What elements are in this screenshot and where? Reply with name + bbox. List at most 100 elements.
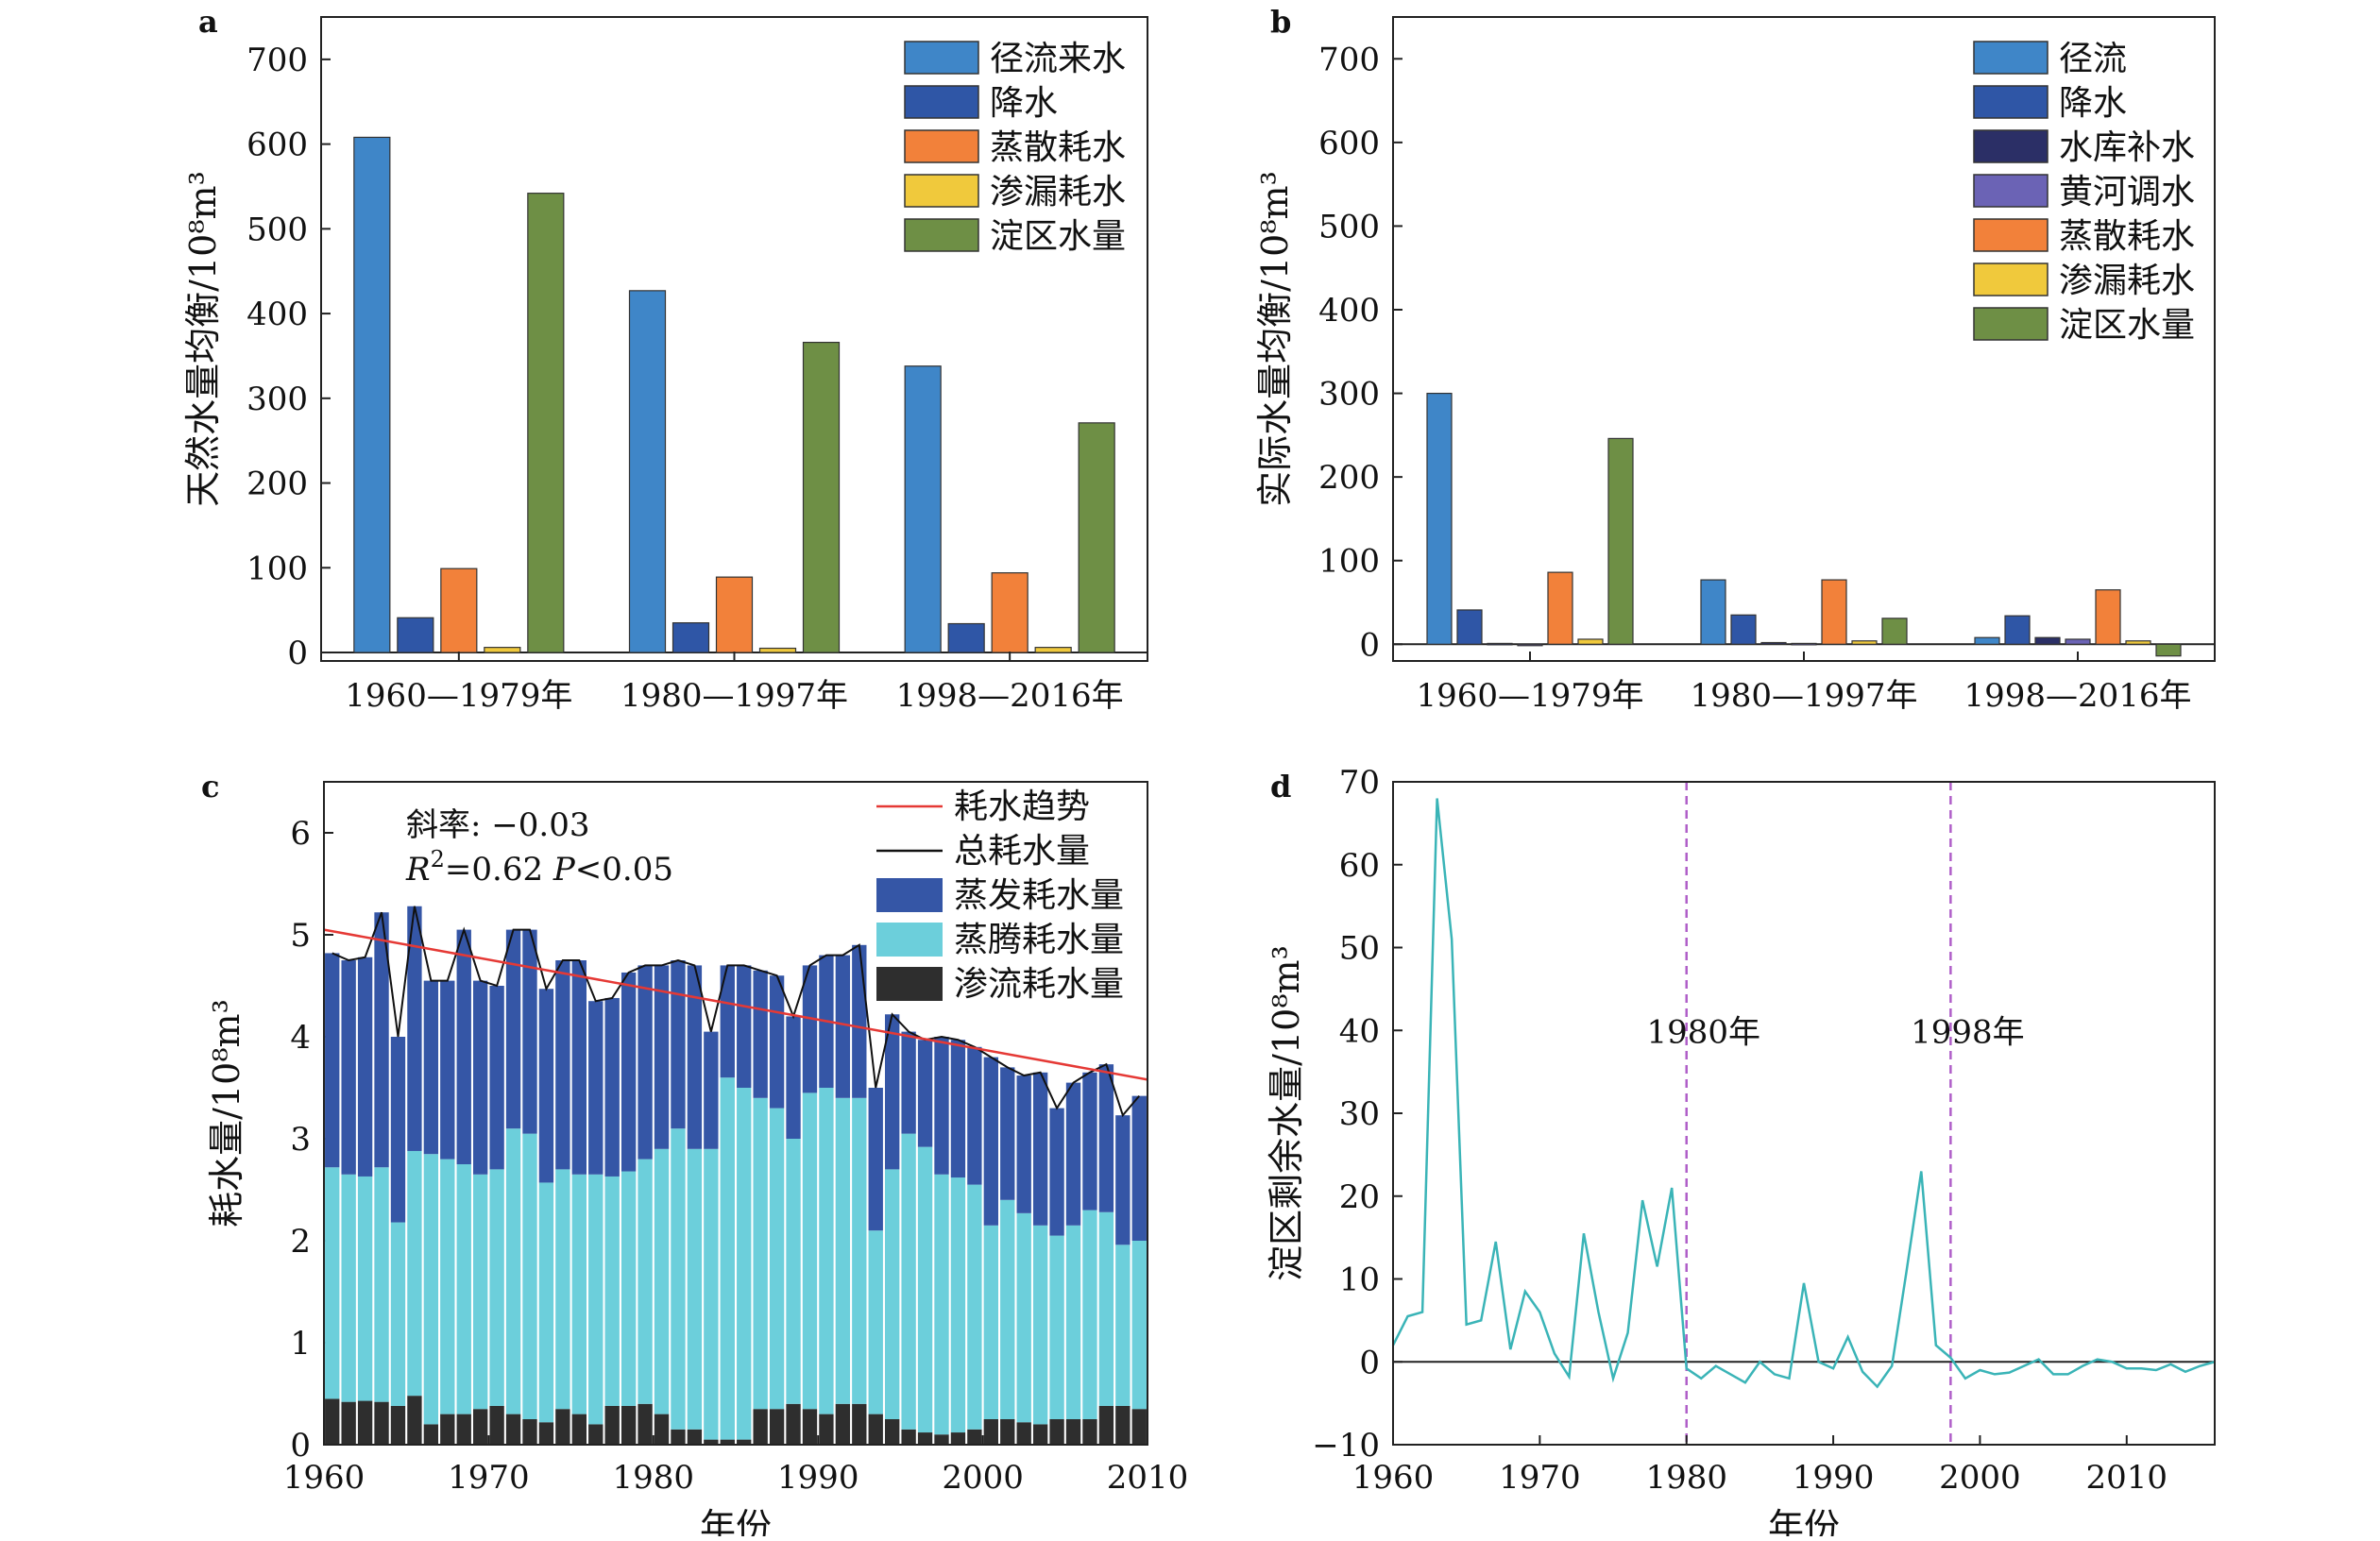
- x-tick-label: 2010: [2086, 1459, 2168, 1497]
- bar-precip: [947, 622, 985, 653]
- legend-swatch: [1973, 218, 2048, 252]
- bar-transp_c: [1065, 1225, 1081, 1419]
- legend-label: 淀区水量: [2059, 306, 2195, 345]
- bar-seep_c: [1049, 1419, 1064, 1445]
- bar-evap_c: [374, 912, 389, 1168]
- bar-evap_c: [852, 944, 867, 1098]
- legend-label: 渗漏耗水: [2059, 262, 2195, 300]
- bar-transp_c: [802, 1092, 818, 1410]
- r2-annotation: R2=0.62 P<0.05: [405, 846, 673, 889]
- x-category-label: 1998—2016年: [1964, 677, 2191, 715]
- bar-storage: [1881, 618, 1908, 645]
- bar-transp_c: [1082, 1210, 1097, 1419]
- bar-evap_c: [390, 1037, 406, 1223]
- trend-line: [323, 928, 1148, 1081]
- legend-swatch: [876, 878, 943, 912]
- y-axis-title: 淀区剩余水量/10⁸m³: [1266, 945, 1307, 1281]
- bar-transp_c: [456, 1164, 471, 1414]
- plot-frame: [320, 16, 1148, 662]
- bar-evap_c: [1000, 1067, 1015, 1200]
- y-tick-label: 2: [290, 1223, 311, 1261]
- bar-transp_c: [737, 1088, 752, 1440]
- bar-evap_c: [704, 1031, 719, 1149]
- bar-transp_c: [901, 1133, 916, 1430]
- x-tick-label: 2010: [1107, 1459, 1189, 1497]
- bar-transp_c: [555, 1169, 570, 1410]
- x-tick-label: 1970: [1499, 1459, 1581, 1497]
- bar-storage: [1607, 437, 1634, 645]
- y-tick-label: 300: [1318, 376, 1380, 414]
- y-tick-label: 20: [1339, 1178, 1380, 1216]
- bar-evap_c: [604, 997, 620, 1177]
- bar-transp_c: [407, 1150, 422, 1397]
- x-tick-label: 1990: [777, 1459, 859, 1497]
- panel-letter: c: [201, 769, 219, 804]
- bar-evap_c: [885, 1014, 900, 1170]
- bar-seepage: [484, 647, 521, 653]
- bar-runoff: [353, 136, 391, 653]
- y-tick-label: −10: [1312, 1427, 1380, 1465]
- panel-c: c 0 1 2 3 4 5 6 1960 1970 1980 1990 2000 2010 耗水量/10⁸m…: [201, 769, 1189, 1541]
- bar-transp_c: [1115, 1245, 1130, 1406]
- bar-transp_c: [473, 1174, 488, 1410]
- bar-evaporation: [715, 576, 754, 653]
- y-tick-label: 600: [1318, 125, 1380, 162]
- bar-runoff: [1700, 579, 1726, 645]
- bar-seep_c: [704, 1439, 719, 1445]
- bar-transp_c: [341, 1174, 356, 1402]
- bar-storage: [1078, 422, 1115, 653]
- bar-evap_c: [555, 960, 570, 1170]
- bar-transp_c: [704, 1148, 719, 1440]
- bar-seep_c: [934, 1434, 949, 1445]
- x-tick-label: 2000: [1939, 1459, 2021, 1497]
- p-symbol: P: [552, 851, 576, 889]
- bar-precip: [2004, 615, 2031, 645]
- bar-evap_c: [901, 1031, 916, 1134]
- bar-transp_c: [917, 1146, 933, 1433]
- bar-seep_c: [901, 1429, 916, 1445]
- bar-seep_c: [423, 1424, 439, 1445]
- x-axis-title: 年份: [700, 1506, 772, 1536]
- legend-label: 渗漏耗水: [990, 173, 1126, 212]
- bar-transp_c: [934, 1174, 949, 1435]
- bar-transp_c: [1131, 1241, 1147, 1410]
- bar-transp_c: [885, 1169, 900, 1419]
- bar-evap_c: [522, 929, 537, 1134]
- bar-seep_c: [1131, 1409, 1147, 1445]
- y-tick-label: 10: [1339, 1262, 1380, 1299]
- bar-seepage: [1851, 640, 1878, 645]
- bar-seep_c: [341, 1401, 356, 1445]
- bar-precip: [397, 617, 434, 653]
- bar-seep_c: [538, 1422, 554, 1445]
- bar-runoff: [904, 365, 942, 653]
- bar-evap_c: [325, 953, 340, 1168]
- bar-transp_c: [769, 1108, 785, 1410]
- y-tick-label: 30: [1339, 1095, 1380, 1133]
- bar-evap_c: [571, 960, 586, 1175]
- total-consumption-line: [332, 906, 1141, 1118]
- x-category-label: 1998—2016年: [896, 677, 1124, 715]
- bar-seep_c: [638, 1403, 653, 1445]
- bar-seep_c: [885, 1419, 900, 1445]
- bar-yellow_river: [2065, 638, 2091, 645]
- y-tick-label: 500: [1318, 208, 1380, 246]
- bar-seep_c: [325, 1398, 340, 1445]
- legend-swatch: [904, 174, 979, 208]
- bar-transp_c: [835, 1097, 851, 1404]
- y-tick-label: 3: [290, 1121, 311, 1159]
- y-axis-title: 天然水量均衡/10⁸m³: [182, 171, 224, 507]
- legend-label: 蒸腾耗水量: [954, 921, 1124, 959]
- y-tick-label: 0: [1359, 626, 1380, 664]
- bar-evap_c: [753, 970, 768, 1098]
- legend-label: 黄河调水: [2059, 173, 2195, 212]
- legend-swatch: [1973, 262, 2048, 296]
- bar-seepage: [1034, 647, 1072, 653]
- x-tick-label: 1970: [448, 1459, 530, 1497]
- r2-symbol: R: [405, 851, 431, 889]
- bar-transp_c: [522, 1133, 537, 1419]
- bar-evap_c: [357, 957, 373, 1177]
- panel-a: a 0 100 200 300 400 500 600 700 1960—1979年 1980—19…: [182, 4, 1148, 715]
- p-value: <0.05: [575, 851, 673, 889]
- bar-evap_c: [687, 965, 703, 1149]
- bar-storage: [527, 193, 565, 653]
